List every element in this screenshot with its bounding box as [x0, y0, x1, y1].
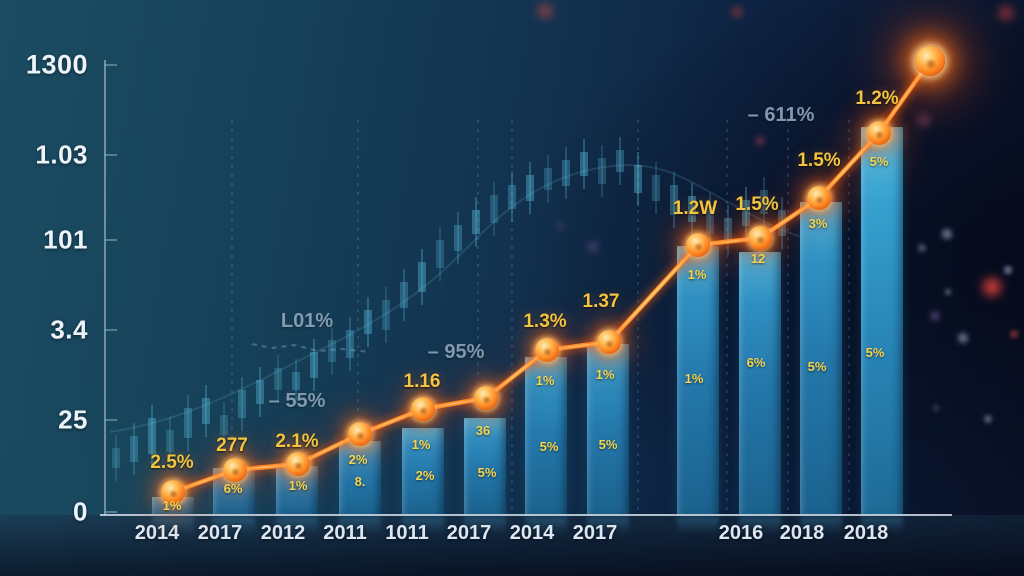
bar-inner-label: 36: [475, 423, 491, 438]
x-axis-year-label: 2018: [843, 522, 889, 544]
bar-reflection: [213, 517, 255, 534]
bar-inner-label: 2%: [415, 468, 435, 483]
y-axis-tick-label: 3.4: [50, 314, 88, 345]
bar-value-label: 2.5%: [150, 452, 194, 473]
bar-reflection: [677, 517, 719, 534]
bokeh-glow-dot: [945, 289, 951, 295]
y-axis-tick-label: 101: [43, 224, 88, 255]
bokeh-glow-dot: [731, 6, 743, 18]
bar-reflection: [402, 517, 444, 534]
bar-inner-label: 5%: [869, 154, 889, 169]
y-axis-tick-label: 1300: [25, 49, 88, 80]
bar-inner-label: 5%: [807, 359, 827, 374]
floor-band: [0, 515, 1024, 576]
bar-inner-label: 5%: [539, 439, 559, 454]
bar-inner-label: 5%: [477, 465, 497, 480]
bokeh-glow-dot: [1010, 330, 1018, 338]
bokeh-glow-dot: [942, 229, 952, 239]
y-axis-tick-label: 25: [58, 404, 88, 435]
bar-inner-label: 3%: [808, 216, 828, 231]
bar-value-label: 1.16: [403, 371, 441, 392]
bar-value-label: 1.2W: [672, 198, 718, 219]
bar-reflection: [587, 517, 629, 534]
x-axis-year-label: 1011: [385, 522, 429, 544]
bokeh-glow-dot: [930, 311, 940, 321]
x-axis-year-label: 2011: [323, 522, 367, 544]
bar-inner-label: 1%: [595, 367, 615, 382]
x-axis-year-label: 2017: [572, 522, 618, 544]
x-axis-year-label: 2012: [260, 522, 306, 544]
bar-inner-label: 1%: [162, 498, 182, 513]
x-axis-year-label: 2014: [134, 522, 180, 544]
bokeh-glow-dot: [998, 5, 1014, 21]
bokeh-glow-dot: [984, 415, 992, 423]
bar-value-label: 1.2%: [855, 88, 899, 109]
bar-value-label: 1.5%: [735, 194, 779, 215]
bar-inner-label: 6%: [223, 481, 243, 496]
bar-reflection: [861, 517, 903, 534]
bar-value-label: 1.3%: [523, 311, 567, 332]
bar-value-label: 2.1%: [275, 431, 319, 452]
bar-value-label: 1.5%: [797, 150, 841, 171]
bar-reflection: [152, 517, 194, 534]
x-axis-year-label: 2018: [779, 522, 825, 544]
bar-inner-label: 8.: [354, 474, 366, 489]
bokeh-glow-dot: [933, 405, 939, 411]
y-axis-tick-label: 0: [73, 496, 88, 527]
x-axis-year-label: 2016: [718, 522, 764, 544]
bar-reflection: [800, 517, 842, 534]
x-axis-year-label: 2017: [446, 522, 492, 544]
y-axis-tick-label: 1.03: [35, 139, 88, 170]
bar-inner-label: 6%: [746, 355, 766, 370]
bar-reflection: [464, 517, 506, 534]
bar-reflection: [276, 517, 318, 534]
bokeh-glow-dot: [537, 3, 553, 19]
bar-inner-label: 5%: [865, 345, 885, 360]
bar-inner-label: 2%: [348, 452, 368, 467]
bar-reflection: [339, 517, 381, 534]
bar-reflection: [525, 517, 567, 534]
x-axis-year-label: 2017: [197, 522, 243, 544]
bokeh-glow-dot: [983, 278, 1001, 296]
bokeh-glow-dot: [958, 333, 968, 343]
bar-inner-label: 1%: [535, 373, 555, 388]
bar-inner-label: 1%: [684, 371, 704, 386]
bar-inner-label: 1%: [411, 437, 431, 452]
bokeh-glow-dot: [1004, 266, 1012, 274]
bar-value-label: 277: [216, 435, 248, 456]
bar-inner-label: 1%: [687, 267, 707, 282]
x-axis-year-label: 2014: [509, 522, 555, 544]
bar-inner-label: 5%: [598, 437, 618, 452]
bar-inner-label: 12: [750, 251, 766, 266]
bar-value-label: 1.37: [582, 291, 620, 312]
bar: [152, 497, 194, 515]
bar-inner-label: 1%: [288, 478, 308, 493]
bar-reflection: [739, 517, 781, 534]
